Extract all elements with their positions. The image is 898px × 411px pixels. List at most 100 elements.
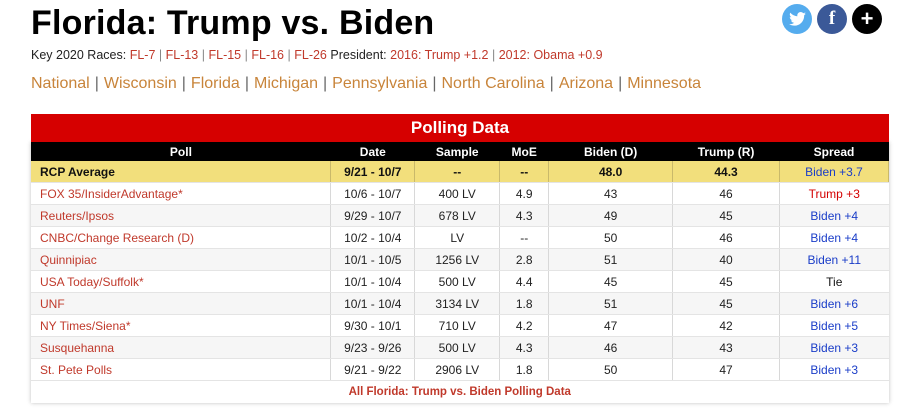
table-row: USA Today/Suffolk* 10/1 - 10/4 500 LV 4.4 45… [31, 270, 889, 293]
table-row: Reuters/Ipsos 9/29 - 10/7 678 LV 4.3 49 45 Bid… [31, 204, 889, 227]
poll-biden-cell: 45 [548, 270, 674, 293]
nav-arizona[interactable]: Arizona [558, 75, 614, 92]
poll-poll-cell[interactable]: CNBC/Change Research (D) [31, 226, 332, 249]
poll-moe-cell: 1.8 [499, 358, 550, 381]
poll-biden-cell: 46 [548, 336, 674, 359]
poll-moe-cell: -- [499, 226, 550, 249]
rcp-trump: 44.3 [672, 161, 781, 183]
poll-poll-cell[interactable]: St. Pete Polls [31, 358, 332, 381]
poll-spread-cell: Tie [779, 270, 889, 293]
poll-poll-cell[interactable]: Quinnipiac [31, 248, 332, 271]
poll-date-cell: 10/1 - 10/5 [330, 248, 416, 271]
rcp-poll: RCP Average [31, 161, 332, 183]
separator: | [244, 75, 249, 92]
poll-spread-cell: Biden +4 [779, 204, 889, 227]
nav-wisconsin[interactable]: Wisconsin [103, 75, 177, 92]
poll-spread-cell: Biden +4 [779, 226, 889, 249]
separator: | [549, 75, 554, 92]
race-link-fl-15[interactable]: FL-15 [208, 48, 242, 62]
states-nav: National | Wisconsin | Florida | Michigan | Penn… [31, 75, 701, 93]
poll-trump-cell: 45 [672, 270, 781, 293]
nav-north-carolina[interactable]: North Carolina [441, 75, 545, 92]
rcp-date: 9/21 - 10/7 [330, 161, 416, 183]
separator: | [158, 48, 163, 62]
page-title: Florida: Trump vs. Biden [31, 4, 435, 42]
poll-poll-cell[interactable]: Susquehanna [31, 336, 332, 359]
poll-date-cell: 9/29 - 10/7 [330, 204, 416, 227]
poll-trump-cell: 46 [672, 182, 781, 205]
table-row: CNBC/Change Research (D) 10/2 - 10/4 LV -- 5… [31, 226, 889, 249]
poll-biden-cell: 43 [548, 182, 674, 205]
nav-pennsylvania[interactable]: Pennsylvania [332, 75, 428, 92]
president-2016-link[interactable]: 2016: Trump +1.2 [390, 48, 489, 62]
president-label: President: [330, 48, 387, 62]
separator: | [287, 48, 291, 62]
poll-moe-cell: 4.3 [499, 336, 550, 359]
poll-poll-cell[interactable]: UNF [31, 292, 332, 315]
table-row: Susquehanna 9/23 - 9/26 500 LV 4.3 46 43 Biden… [31, 336, 889, 359]
rcp-sample: -- [414, 161, 501, 183]
poll-trump-cell: 45 [672, 292, 781, 315]
poll-sample-cell: LV [414, 226, 501, 249]
rcp-biden: 48.0 [548, 161, 674, 183]
more-share-icon[interactable]: + [852, 4, 882, 34]
rcp-average-row: RCP Average 9/21 - 10/7 -- -- 48.0 44.3 … [31, 161, 889, 183]
poll-date-cell: 9/23 - 9/26 [330, 336, 416, 359]
poll-trump-cell: 45 [672, 204, 781, 227]
nav-michigan[interactable]: Michigan [253, 75, 319, 92]
poll-poll-cell[interactable]: FOX 35/InsiderAdvantage* [31, 182, 332, 205]
race-link-fl-26[interactable]: FL-26 [294, 48, 327, 62]
table-row: Quinnipiac 10/1 - 10/5 1256 LV 2.8 51 40 Biden… [31, 248, 889, 271]
table-row: UNF 10/1 - 10/4 3134 LV 1.8 51 45 Biden +6 [31, 292, 889, 315]
poll-trump-cell: 47 [672, 358, 781, 381]
poll-date-cell: 9/21 - 9/22 [330, 358, 416, 381]
poll-trump-cell: 43 [672, 336, 781, 359]
nav-florida[interactable]: Florida [190, 75, 240, 92]
poll-trump-cell: 46 [672, 226, 781, 249]
table-footer-row: All Florida: Trump vs. Biden Polling Dat… [31, 381, 889, 404]
poll-sample-cell: 400 LV [414, 182, 501, 205]
nav-national[interactable]: National [31, 75, 90, 92]
table-row: FOX 35/InsiderAdvantage* 10/6 - 10/7 400 L… [31, 182, 889, 205]
separator: | [618, 75, 623, 92]
race-link-fl-16[interactable]: FL-16 [251, 48, 285, 62]
poll-moe-cell: 4.4 [499, 270, 550, 293]
poll-spread-cell: Biden +11 [779, 248, 889, 271]
col-header-trump: Trump (R) [672, 142, 780, 161]
race-link-fl-13[interactable]: FL-13 [165, 48, 199, 62]
poll-poll-cell[interactable]: USA Today/Suffolk* [31, 270, 332, 293]
poll-date-cell: 9/30 - 10/1 [330, 314, 416, 337]
table-caption: Polling Data [31, 114, 889, 142]
poll-moe-cell: 2.8 [499, 248, 550, 271]
col-header-poll: Poll [31, 142, 331, 161]
facebook-icon[interactable]: f [817, 4, 847, 34]
poll-poll-cell[interactable]: NY Times/Siena* [31, 314, 332, 337]
poll-spread-cell: Biden +3 [779, 336, 889, 359]
poll-moe-cell: 4.9 [499, 182, 550, 205]
separator: | [432, 75, 437, 92]
rcp-spread: Biden +3.7 [779, 161, 889, 183]
poll-spread-cell: Trump +3 [779, 182, 889, 205]
race-link-fl-7[interactable]: FL-7 [129, 48, 156, 62]
poll-date-cell: 10/2 - 10/4 [330, 226, 416, 249]
key-races-bar: Key 2020 Races: FL-7 | FL-13 | FL-15 | F… [31, 48, 603, 62]
separator: | [244, 48, 248, 62]
nav-minnesota[interactable]: Minnesota [627, 75, 702, 92]
col-header-date: Date [330, 142, 415, 161]
poll-spread-cell: Biden +3 [779, 358, 889, 381]
poll-sample-cell: 500 LV [414, 336, 501, 359]
all-polls-link[interactable]: All Florida: Trump vs. Biden Polling Dat… [348, 386, 571, 398]
poll-spread-cell: Biden +6 [779, 292, 889, 315]
poll-moe-cell: 4.2 [499, 314, 550, 337]
poll-trump-cell: 42 [672, 314, 781, 337]
key-races-label: Key 2020 Races: [31, 48, 127, 62]
poll-moe-cell: 4.3 [499, 204, 550, 227]
separator: | [323, 75, 328, 92]
separator: | [94, 75, 99, 92]
twitter-icon[interactable] [782, 4, 812, 34]
poll-moe-cell: 1.8 [499, 292, 550, 315]
poll-poll-cell[interactable]: Reuters/Ipsos [31, 204, 332, 227]
poll-biden-cell: 47 [548, 314, 674, 337]
poll-sample-cell: 500 LV [414, 270, 501, 293]
president-2012-link[interactable]: 2012: Obama +0.9 [498, 48, 603, 62]
